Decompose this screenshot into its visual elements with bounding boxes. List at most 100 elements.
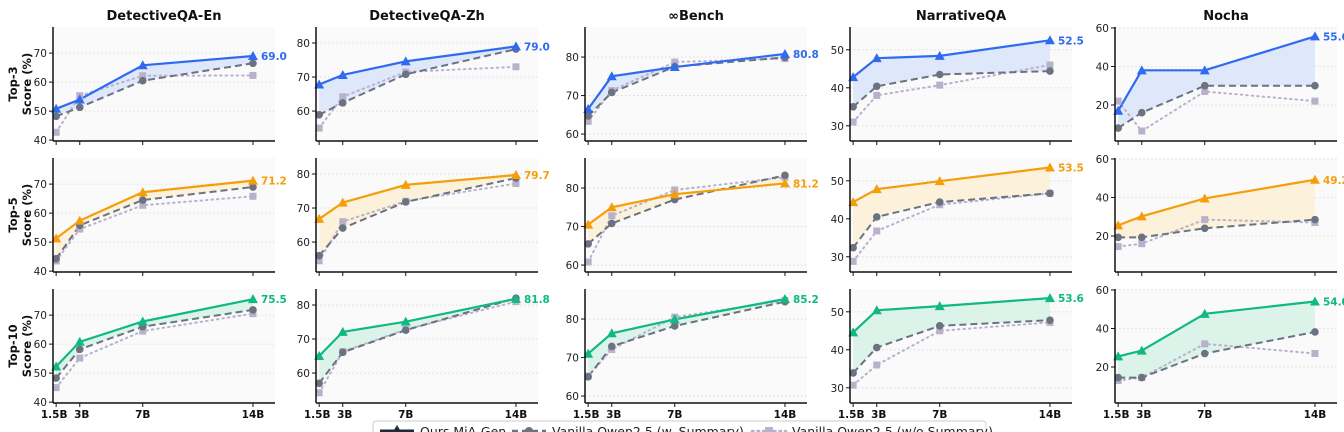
y-tick-label: 40: [831, 214, 844, 226]
point-ours: [137, 60, 148, 70]
point-ours: [1309, 174, 1320, 184]
y-tick-label: 70: [566, 353, 579, 365]
point-ours: [247, 51, 258, 61]
point-w-summary: [849, 243, 857, 252]
panel-0-2: 60 70 80 80.8: [566, 27, 819, 145]
x-tick-label: 3B: [74, 409, 89, 421]
panel-title: DetectiveQA-Zh: [369, 9, 485, 24]
point-w-summary: [1137, 373, 1146, 382]
point-w-summary: [138, 76, 147, 85]
point-w-summary: [249, 306, 257, 314]
point-wo-summary: [76, 354, 84, 362]
point-w-summary: [1114, 373, 1122, 382]
point-ours: [606, 328, 617, 338]
point-w-summary: [249, 59, 257, 68]
y-tick-label: 40: [34, 135, 47, 147]
point-w-summary: [1200, 349, 1209, 358]
point-ours: [510, 41, 521, 51]
point-w-summary: [1114, 124, 1122, 132]
end-value-label: 81.8: [524, 294, 550, 306]
series-line-w-summary: [318, 297, 517, 384]
y-tick-label: 40: [831, 83, 844, 95]
point-ours: [400, 316, 411, 326]
point-ours: [871, 53, 882, 63]
point-wo-summary: [1138, 127, 1146, 135]
x-tick-label: 1.5B: [304, 409, 331, 421]
y-tick-label: 50: [831, 45, 844, 57]
point-ours: [1309, 31, 1320, 41]
series-line-ours: [1117, 35, 1316, 112]
x-tick-label: 14B: [242, 409, 265, 421]
end-value-label: 80.8: [793, 49, 819, 61]
end-value-label: 55.6: [1323, 31, 1344, 43]
y-tick-label: 50: [831, 176, 844, 188]
point-ours: [1044, 162, 1055, 172]
series-line-w-summary: [1118, 218, 1316, 239]
point-w-summary: [1137, 108, 1146, 117]
y-tick-label: 40: [34, 397, 47, 409]
point-w-summary: [1046, 316, 1054, 324]
x-tick-label: 1.5B: [573, 409, 600, 421]
x-tick-label: 7B: [135, 409, 150, 421]
point-ours: [934, 176, 945, 186]
point-w-summary: [872, 343, 881, 352]
point-w-summary: [401, 198, 410, 206]
point-w-summary: [52, 374, 60, 382]
point-w-summary: [338, 224, 347, 232]
point-ours: [1309, 296, 1320, 306]
improvement-area: [56, 56, 253, 117]
row-label: Top-10: [6, 324, 20, 367]
point-ours: [400, 56, 411, 66]
point-ours: [74, 336, 85, 346]
y-tick-label: 70: [34, 48, 47, 60]
point-w-summary: [338, 99, 347, 107]
y-tick-label: 70: [34, 179, 47, 191]
end-value-label: 79.7: [524, 170, 550, 182]
point-ours: [137, 316, 148, 326]
end-value-label: 54.0: [1323, 297, 1344, 309]
panel-title: DetectiveQA-En: [107, 9, 222, 24]
point-w-summary: [872, 213, 881, 221]
panel-2-1: 60 70 80 81.8 1.5B 3B 7B 14B: [297, 289, 550, 421]
point-wo-summary: [1114, 243, 1122, 251]
panel-0-3: 30 40 50 52.5: [831, 27, 1084, 145]
panel-1-2: 60 70 80 81.2: [566, 158, 819, 276]
point-w-summary: [315, 251, 323, 260]
point-wo-summary: [1138, 240, 1146, 248]
end-value-label: 85.2: [793, 294, 819, 306]
y-tick-label: 40: [1096, 192, 1109, 204]
point-w-summary: [607, 342, 616, 351]
point-wo-summary: [849, 118, 857, 126]
series-line-ours: [587, 182, 786, 226]
improvement-area: [853, 167, 1050, 248]
point-wo-summary: [52, 128, 60, 136]
x-tick-label: 3B: [871, 409, 886, 421]
x-tick-label: 14B: [1304, 409, 1327, 421]
point-ours: [871, 305, 882, 315]
x-tick-label: 3B: [1136, 409, 1151, 421]
series-line-ours: [318, 173, 517, 220]
end-value-label: 75.5: [261, 294, 287, 306]
y-tick-label: 50: [831, 307, 844, 319]
series-line-wo-summary: [587, 57, 786, 123]
point-wo-summary: [315, 124, 323, 132]
series-line-ours: [55, 179, 254, 240]
point-wo-summary: [1201, 340, 1209, 348]
point-w-summary: [1046, 189, 1054, 198]
point-w-summary: [401, 70, 410, 79]
y-tick-label: 60: [1096, 154, 1109, 166]
point-ours: [1136, 211, 1147, 221]
point-wo-summary: [671, 58, 679, 66]
series-line-w-summary: [55, 62, 254, 118]
point-ours: [137, 187, 148, 197]
y-tick-label: 40: [1096, 61, 1109, 73]
series-line-wo-summary: [318, 65, 517, 130]
y-tick-label: 50: [34, 237, 47, 249]
point-wo-summary: [1201, 216, 1209, 224]
series-line-wo-summary: [587, 299, 786, 378]
y-tick-label: 80: [297, 300, 310, 312]
point-w-summary: [249, 183, 257, 191]
point-wo-summary: [1114, 97, 1122, 105]
series-line-wo-summary: [852, 64, 1051, 123]
